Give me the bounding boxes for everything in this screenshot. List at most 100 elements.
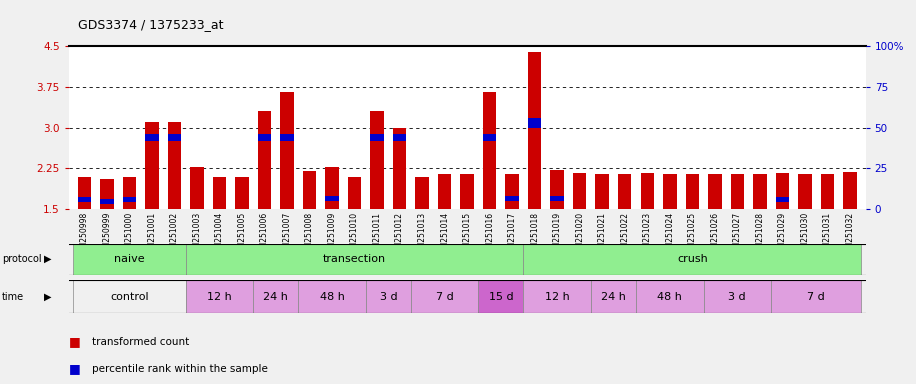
Text: GSM251015: GSM251015 bbox=[463, 212, 472, 258]
Bar bbox=[573, 173, 586, 209]
Text: 3 d: 3 d bbox=[379, 291, 398, 302]
Text: protocol: protocol bbox=[2, 254, 41, 264]
Bar bbox=[146, 134, 158, 141]
Text: GSM251001: GSM251001 bbox=[147, 212, 157, 258]
Bar bbox=[483, 92, 496, 209]
Text: ▶: ▶ bbox=[44, 254, 51, 264]
Text: GSM251013: GSM251013 bbox=[418, 212, 427, 258]
Text: transformed count: transformed count bbox=[92, 337, 189, 347]
Bar bbox=[168, 122, 181, 209]
Text: GSM251014: GSM251014 bbox=[441, 212, 449, 258]
Text: GSM251010: GSM251010 bbox=[350, 212, 359, 258]
Bar bbox=[393, 127, 407, 209]
Text: GSM251026: GSM251026 bbox=[710, 212, 719, 258]
Bar bbox=[708, 174, 722, 209]
Text: ▶: ▶ bbox=[44, 291, 51, 302]
Bar bbox=[73, 244, 186, 275]
Bar bbox=[348, 177, 361, 209]
Bar bbox=[731, 174, 744, 209]
Bar bbox=[528, 118, 541, 127]
Text: 7 d: 7 d bbox=[807, 291, 825, 302]
Bar bbox=[523, 244, 861, 275]
Text: GSM251011: GSM251011 bbox=[373, 212, 382, 258]
Text: GSM251018: GSM251018 bbox=[530, 212, 540, 258]
Text: ■: ■ bbox=[69, 335, 81, 348]
Text: GSM251025: GSM251025 bbox=[688, 212, 697, 258]
Bar bbox=[506, 174, 519, 209]
Bar bbox=[595, 174, 609, 209]
Text: crush: crush bbox=[677, 254, 708, 264]
Text: GSM251003: GSM251003 bbox=[192, 212, 202, 258]
Text: GSM251024: GSM251024 bbox=[665, 212, 674, 258]
Bar bbox=[393, 134, 407, 141]
Bar bbox=[186, 280, 254, 313]
Text: GSM251021: GSM251021 bbox=[598, 212, 606, 258]
Bar bbox=[551, 196, 564, 201]
Bar bbox=[506, 196, 519, 201]
Bar bbox=[411, 280, 478, 313]
Text: GSM251002: GSM251002 bbox=[170, 212, 179, 258]
Bar bbox=[123, 177, 136, 209]
Text: 15 d: 15 d bbox=[488, 291, 513, 302]
Bar bbox=[438, 174, 452, 209]
Text: GSM251009: GSM251009 bbox=[328, 212, 336, 258]
Text: 12 h: 12 h bbox=[207, 291, 232, 302]
Text: GSM251022: GSM251022 bbox=[620, 212, 629, 258]
Bar bbox=[191, 167, 203, 209]
Bar bbox=[100, 200, 114, 204]
Text: GSM251008: GSM251008 bbox=[305, 212, 314, 258]
Bar bbox=[776, 173, 789, 209]
Bar bbox=[551, 170, 564, 209]
Text: GDS3374 / 1375233_at: GDS3374 / 1375233_at bbox=[78, 18, 224, 31]
Text: GSM251031: GSM251031 bbox=[823, 212, 832, 258]
Bar bbox=[370, 111, 384, 209]
Text: 3 d: 3 d bbox=[728, 291, 747, 302]
Bar bbox=[618, 174, 631, 209]
Text: GSM250998: GSM250998 bbox=[80, 212, 89, 258]
Text: GSM251020: GSM251020 bbox=[575, 212, 584, 258]
Bar bbox=[299, 280, 365, 313]
Bar bbox=[771, 280, 861, 313]
Text: GSM251007: GSM251007 bbox=[282, 212, 291, 258]
Text: GSM251004: GSM251004 bbox=[215, 212, 224, 258]
Text: GSM251016: GSM251016 bbox=[485, 212, 494, 258]
Bar bbox=[415, 177, 429, 209]
Bar bbox=[636, 280, 703, 313]
Bar bbox=[843, 172, 856, 209]
Bar bbox=[78, 197, 92, 202]
Bar bbox=[663, 174, 677, 209]
Bar bbox=[528, 51, 541, 209]
Bar bbox=[461, 174, 474, 209]
Text: GSM251030: GSM251030 bbox=[801, 212, 810, 258]
Bar bbox=[100, 179, 114, 209]
Text: 48 h: 48 h bbox=[320, 291, 344, 302]
Bar bbox=[186, 244, 523, 275]
Text: GSM251017: GSM251017 bbox=[507, 212, 517, 258]
Bar bbox=[235, 177, 249, 209]
Text: 24 h: 24 h bbox=[601, 291, 626, 302]
Text: GSM251029: GSM251029 bbox=[778, 212, 787, 258]
Text: 24 h: 24 h bbox=[264, 291, 289, 302]
Text: GSM251000: GSM251000 bbox=[125, 212, 134, 258]
Text: GSM251032: GSM251032 bbox=[845, 212, 855, 258]
Bar bbox=[146, 122, 158, 209]
Text: control: control bbox=[110, 291, 148, 302]
Bar bbox=[776, 197, 789, 202]
Bar bbox=[640, 173, 654, 209]
Bar bbox=[591, 280, 636, 313]
Text: 12 h: 12 h bbox=[545, 291, 570, 302]
Text: GSM251028: GSM251028 bbox=[756, 212, 764, 258]
Bar bbox=[73, 280, 186, 313]
Bar bbox=[303, 171, 316, 209]
Text: GSM251019: GSM251019 bbox=[552, 212, 562, 258]
Text: GSM251006: GSM251006 bbox=[260, 212, 269, 258]
Bar bbox=[257, 134, 271, 141]
Bar bbox=[685, 174, 699, 209]
Text: GSM251012: GSM251012 bbox=[395, 212, 404, 258]
Bar bbox=[213, 177, 226, 209]
Text: 48 h: 48 h bbox=[658, 291, 682, 302]
Bar bbox=[78, 177, 92, 209]
Text: naive: naive bbox=[114, 254, 145, 264]
Bar bbox=[280, 92, 294, 209]
Bar bbox=[280, 134, 294, 141]
